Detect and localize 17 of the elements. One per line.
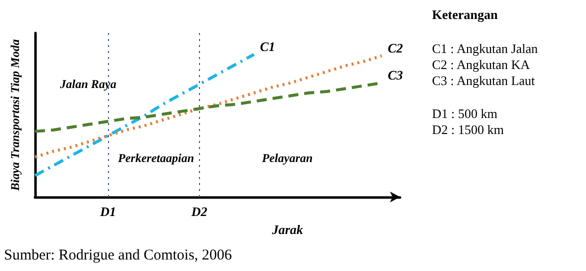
series-label: C1 [260, 38, 276, 54]
x-tick-label: D1 [99, 204, 116, 219]
text: C3 : Angkutan Laut [432, 73, 536, 88]
text: Keterangan [432, 7, 498, 22]
annotation: Pelayaran [262, 151, 313, 165]
x-axis-title: Jarak [270, 222, 304, 237]
text: D2 : 1500 km [432, 122, 504, 137]
text: C2 : Angkutan KA [432, 57, 530, 72]
annotation: Jalan Raya [59, 77, 116, 91]
x-tick-label: D2 [190, 204, 208, 219]
series-label: C2 [388, 40, 404, 56]
text: Sumber: Rodrigue and Comtois, 2006 [4, 248, 232, 264]
series-label: C3 [388, 67, 404, 82]
y-axis-title: Biaya Transportasi Tiap Moda [8, 39, 22, 192]
text: D1 : 500 km [432, 106, 498, 121]
annotation: Perkeretaapian [118, 151, 194, 165]
text: C1 : Angkutan Jalan [432, 41, 538, 56]
